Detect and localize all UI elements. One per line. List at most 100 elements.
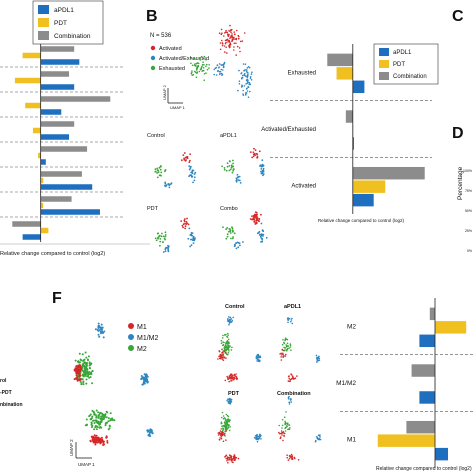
cell-point-activated (251, 156, 254, 159)
panel-d-stacked-bar: Percentage 100% 75% 50% 25% 0% (457, 166, 472, 253)
cell-point-m1 (225, 351, 227, 354)
bar-apdl1-1 (352, 137, 354, 150)
legend-label-activated-exhausted: Activated/Exhausted (159, 56, 209, 62)
cell-point-exhausted (202, 67, 205, 69)
cell-point-exhausted (197, 62, 200, 65)
cell-point-activated-exhausted (216, 64, 219, 67)
cell-point-m1m2 (319, 438, 322, 441)
cell-point-m1 (217, 432, 220, 434)
legend-label-m2: M2 (137, 346, 147, 353)
panel-letter-c: C (452, 8, 464, 25)
cell-point-m2 (88, 364, 91, 367)
cell-point-m1 (79, 370, 82, 373)
partial-label-combination: nbination (0, 402, 23, 408)
facet-label-pdt: PDT (228, 391, 240, 397)
cell-point-activated (252, 217, 255, 220)
bar-pdt-3 (32, 127, 41, 134)
cell-point-m1 (226, 459, 228, 462)
cell-point-activated-exhausted (222, 69, 224, 71)
cell-point-m1m2 (102, 336, 105, 339)
cell-point-m2 (288, 347, 290, 349)
cell-point-m1 (95, 438, 97, 441)
cell-point-m1 (223, 356, 226, 359)
cell-point-m1m2 (98, 335, 101, 338)
legend-swatch-apdl1 (38, 5, 49, 14)
cell-point-exhausted (201, 70, 203, 72)
legend-label-pdt: PDT (54, 20, 67, 27)
cell-point-activated-exhausted (247, 72, 249, 74)
bar-apdl1-0 (40, 59, 80, 65)
cell-point-m1 (76, 379, 79, 382)
cell-point-m2 (286, 342, 289, 345)
cell-point-m2 (108, 424, 111, 427)
cell-point-m1m2 (227, 398, 229, 401)
cell-point-m2 (226, 345, 228, 348)
cell-point-activated-exhausted (213, 68, 216, 71)
cell-point-m1m2 (254, 435, 257, 437)
cell-point-activated-exhausted (262, 230, 264, 232)
cell-point-activated-exhausted (237, 175, 240, 178)
cell-point-m2 (284, 420, 286, 423)
cell-point-m1m2 (100, 328, 103, 331)
cell-point-m1 (235, 373, 237, 375)
cell-point-m1 (282, 439, 284, 442)
bar-chart-left: Relative change compared to control (log… (0, 42, 150, 257)
cell-point-activated (257, 219, 260, 222)
facet-label-control: Control (147, 133, 165, 139)
cell-point-m1 (100, 436, 103, 439)
cell-point-m1 (79, 366, 82, 369)
cell-point-m1 (281, 432, 283, 434)
cell-point-m1 (219, 437, 221, 439)
umap-x-label: UMAP 1 (78, 462, 95, 467)
cell-point-exhausted (160, 235, 163, 238)
cell-point-m1 (76, 378, 79, 381)
cell-point-m1 (224, 456, 226, 458)
cell-point-exhausted (231, 171, 234, 174)
cell-point-m1m2 (227, 318, 229, 320)
cell-point-m1m2 (143, 373, 146, 376)
cell-point-m2 (220, 422, 223, 425)
cell-point-m2 (93, 413, 96, 416)
cell-point-activated (218, 32, 221, 34)
cell-point-activated (181, 224, 184, 227)
facet-label-control: Control (225, 304, 245, 310)
cell-point-activated (183, 157, 186, 160)
cell-point-m1 (223, 434, 225, 436)
cell-point-m2 (227, 427, 230, 429)
bar-pdt-1 (14, 77, 41, 84)
cell-point-activated-exhausted (262, 167, 265, 170)
cell-point-activated (183, 152, 186, 154)
cell-point-m2 (281, 427, 283, 429)
cell-point-activated (180, 159, 183, 162)
cell-point-m2 (225, 420, 228, 423)
cell-point-activated-exhausted (164, 250, 167, 253)
legend-dot-m1m2 (128, 334, 134, 340)
cell-point-m1 (287, 375, 290, 378)
cell-point-m1 (103, 443, 106, 446)
cell-point-activated-exhausted (260, 222, 263, 225)
cell-point-activated-exhausted (233, 243, 236, 246)
cell-point-exhausted (196, 71, 199, 73)
cell-point-activated (252, 155, 255, 158)
legend-treatment-c: aPDL1 PDT Combination (373, 43, 439, 85)
cell-point-m1 (221, 358, 224, 360)
category-label-2: M1 (347, 437, 356, 444)
cell-point-m1 (95, 441, 98, 444)
cell-point-m2 (224, 346, 226, 349)
cell-point-m2 (225, 341, 228, 343)
cell-point-m2 (227, 425, 229, 427)
cell-point-activated-exhausted (241, 76, 244, 79)
panel-b-umap: N = 536 Activated Activated/Exhausted Ex… (147, 24, 268, 253)
cell-point-exhausted (163, 237, 166, 240)
cell-point-exhausted (231, 230, 234, 233)
cell-point-m1 (222, 432, 224, 434)
cell-point-activated (230, 31, 232, 33)
cell-point-m1 (297, 459, 300, 461)
cell-point-m2 (220, 428, 222, 430)
cell-point-activated (225, 31, 227, 33)
cell-point-exhausted (233, 168, 235, 171)
cell-point-exhausted (230, 164, 233, 167)
cell-point-m1m2 (232, 316, 234, 319)
cell-point-exhausted (226, 165, 229, 168)
cell-point-m1 (75, 374, 78, 377)
